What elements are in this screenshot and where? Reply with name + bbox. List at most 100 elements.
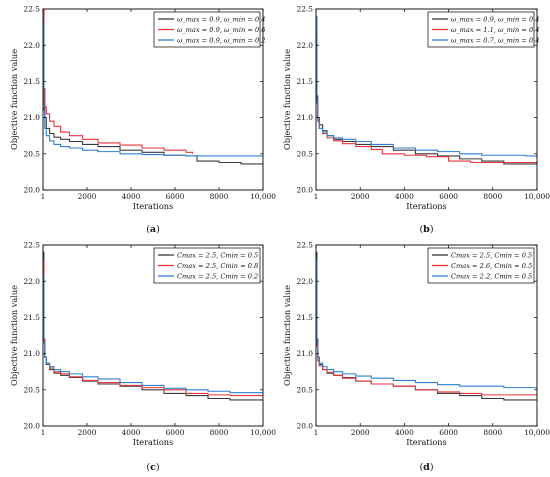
- legend: ω_max = 0.9, ω_min = 0.4 ω_max = 0.9, ω_m…: [153, 11, 265, 48]
- caption-letter: b: [423, 224, 430, 235]
- caption-close-paren: ): [156, 224, 160, 235]
- series-line-3: [43, 22, 263, 157]
- y-axis-label: Objective function value: [9, 49, 19, 150]
- chart-panel-a: 20.0 20.5 21.0 21.5 22.0 22.5 1 2000 4000 6000 800…: [9, 5, 276, 235]
- x-tick-label: 1: [41, 428, 46, 437]
- x-tick-label: 8000: [210, 192, 229, 201]
- y-tick-label: 22.5: [297, 5, 314, 14]
- legend-label-3: Cmax = 2.5, Cmin = 0.2: [177, 272, 258, 280]
- legend-label-3: ω_max = 0.9, ω_min = 0.2: [177, 36, 265, 44]
- legend-label-1: ω_max = 0.9, ω_min = 0.4: [177, 15, 265, 23]
- plot-frame: [42, 8, 264, 191]
- y-tick-label: 21.0: [24, 349, 41, 358]
- legend-label-3: Cmax = 2.2, Cmin = 0.5: [451, 272, 532, 280]
- x-tick-label: 6000: [439, 192, 458, 201]
- x-tick-label: 8000: [483, 192, 502, 201]
- x-tick-label: 6000: [166, 192, 185, 201]
- series-line-2: [43, 9, 194, 154]
- x-tick-label: 10,000: [250, 428, 276, 437]
- y-tick-label: 21.5: [297, 77, 314, 86]
- caption-letter: c: [150, 462, 156, 473]
- caption-letter: a: [150, 224, 156, 235]
- series-line-1: [316, 30, 537, 165]
- y-tick-label: 21.0: [24, 113, 41, 122]
- panel-caption: (b): [419, 224, 433, 235]
- y-tick-label: 20.0: [24, 422, 41, 431]
- y-tick-label: 21.5: [24, 77, 41, 86]
- plot-frame: [315, 8, 538, 191]
- x-tick-label: 2000: [351, 192, 370, 201]
- x-tick-label: 6000: [166, 428, 185, 437]
- y-tick-label: 21.0: [297, 113, 314, 122]
- panel-caption: (c): [146, 462, 159, 473]
- caption-open-paren: (: [146, 224, 150, 235]
- plot-frame: [315, 244, 538, 427]
- y-axis-label: Objective function value: [282, 285, 292, 386]
- series-line-2: [316, 37, 537, 164]
- caption-close-paren: ): [430, 462, 434, 473]
- legend-label-1: Cmax = 2.5, Cmin = 0.5: [451, 251, 532, 259]
- y-tick-label: 20.0: [297, 186, 314, 195]
- legend-label-2: ω_max = 0.9, ω_min = 0.6: [177, 26, 265, 34]
- x-tick-label: 10,000: [524, 192, 550, 201]
- x-tick-label: 1: [314, 192, 319, 201]
- x-tick-label: 4000: [122, 428, 141, 437]
- y-tick-label: 20.0: [24, 186, 41, 195]
- y-tick-label: 22.0: [24, 277, 41, 286]
- chart-panel-c: 20.0 20.5 21.0 21.5 22.0 22.5 1 2000 4000 6000 800…: [9, 241, 276, 473]
- series-line-2: [316, 280, 537, 396]
- x-axis-label: Iterations: [133, 437, 173, 447]
- series-line-3: [43, 273, 263, 394]
- legend: Cmax = 2.5, Cmin = 0.5 Cmax = 2.6, Cmin =…: [427, 247, 535, 284]
- legend: ω_max = 0.9, ω_min = 0.4 ω_max = 1.1, ω_m…: [427, 11, 539, 48]
- y-tick-label: 22.5: [24, 241, 41, 250]
- legend-label-3: ω_max = 0.7, ω_min = 0.4: [451, 36, 539, 44]
- x-tick-label: 2000: [351, 428, 370, 437]
- y-axis-label: Objective function value: [9, 285, 19, 386]
- x-tick-label: 8000: [483, 428, 502, 437]
- x-tick-label: 10,000: [524, 428, 550, 437]
- x-axis-label: Iterations: [406, 437, 446, 447]
- legend-label-2: ω_max = 1.1, ω_min = 0.4: [451, 26, 539, 34]
- y-tick-label: 22.5: [24, 5, 41, 14]
- y-tick-label: 20.5: [297, 385, 314, 394]
- y-tick-label: 22.5: [297, 241, 314, 250]
- series-line-3: [316, 15, 537, 158]
- y-tick-label: 22.0: [297, 41, 314, 50]
- y-tick-label: 20.5: [24, 149, 41, 158]
- caption-open-paren: (: [146, 462, 150, 473]
- series-line-1: [43, 9, 263, 165]
- x-tick-label: 10,000: [250, 192, 276, 201]
- panel-caption: (a): [146, 224, 160, 235]
- legend-label-1: Cmax = 2.5, Cmin = 0.5: [177, 251, 258, 259]
- x-tick-label: 2000: [78, 428, 97, 437]
- y-tick-label: 20.5: [24, 385, 41, 394]
- x-tick-label: 4000: [395, 192, 414, 201]
- x-axis-label: Iterations: [133, 201, 173, 211]
- x-tick-label: 4000: [122, 192, 141, 201]
- y-tick-label: 20.0: [297, 422, 314, 431]
- x-axis-label: Iterations: [406, 201, 446, 211]
- caption-open-paren: (: [419, 224, 423, 235]
- x-tick-label: 6000: [439, 428, 458, 437]
- series-line-3: [316, 258, 537, 389]
- chart-panel-d: 20.0 20.5 21.0 21.5 22.0 22.5 1 2000 4000 6000 800…: [282, 241, 550, 473]
- caption-close-paren: ): [430, 224, 434, 235]
- x-tick-label: 1: [314, 428, 319, 437]
- panel-caption: (d): [419, 462, 433, 473]
- y-tick-label: 22.0: [297, 277, 314, 286]
- y-tick-label: 21.5: [24, 313, 41, 322]
- y-tick-label: 20.5: [297, 149, 314, 158]
- plot-frame: [42, 244, 264, 427]
- x-tick-label: 8000: [210, 428, 229, 437]
- caption-close-paren: ): [156, 462, 160, 473]
- x-tick-label: 4000: [395, 428, 414, 437]
- y-axis-label: Objective function value: [282, 49, 292, 150]
- y-tick-label: 21.0: [297, 349, 314, 358]
- caption-open-paren: (: [419, 462, 423, 473]
- y-tick-label: 22.0: [24, 41, 41, 50]
- x-tick-label: 2000: [78, 192, 97, 201]
- legend-label-1: ω_max = 0.9, ω_min = 0.4: [451, 15, 539, 23]
- legend-label-2: Cmax = 2.6, Cmin = 0.5: [451, 262, 532, 270]
- x-tick-label: 1: [41, 192, 46, 201]
